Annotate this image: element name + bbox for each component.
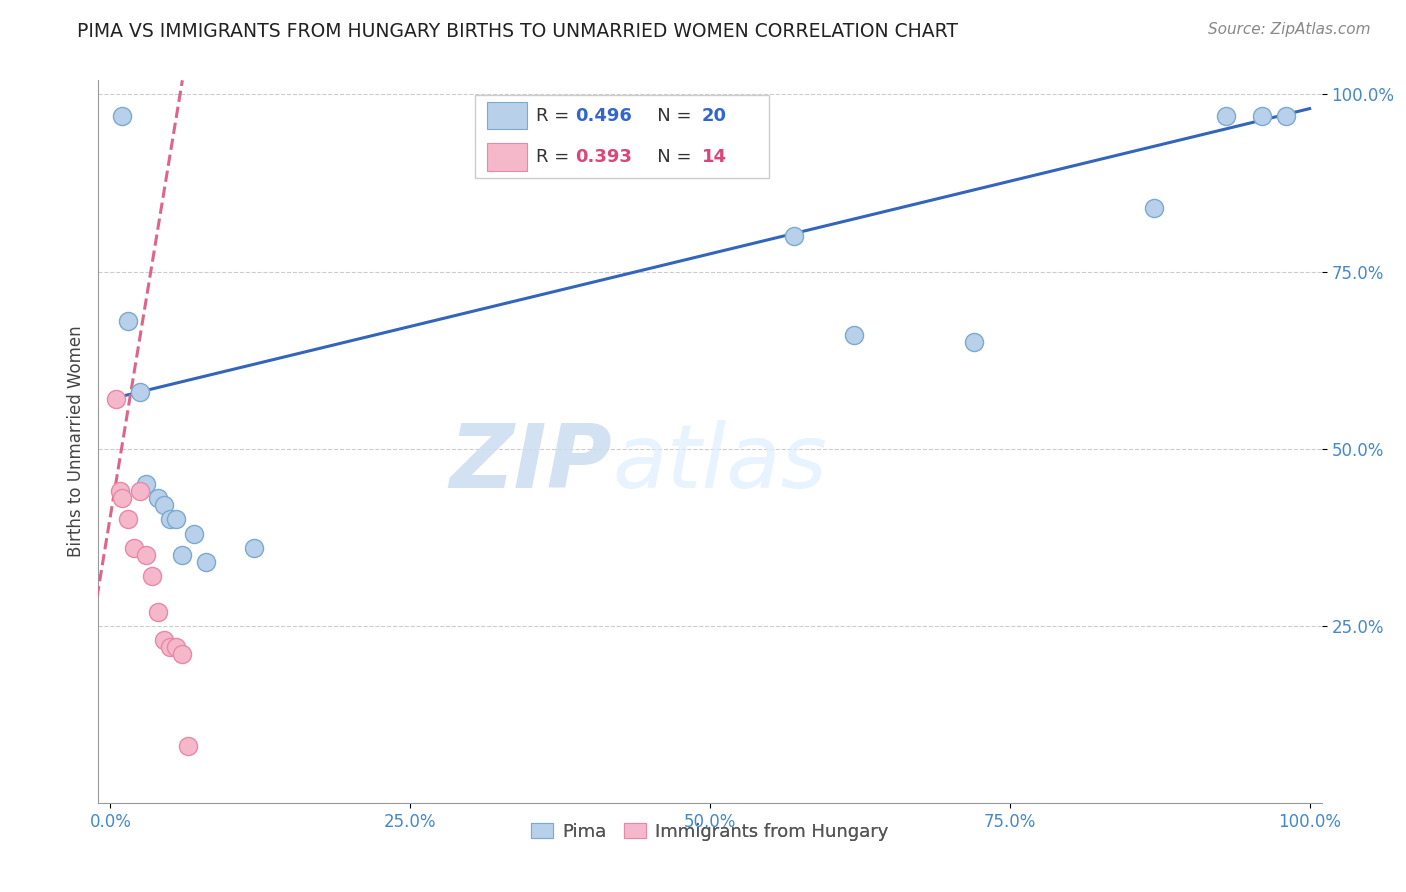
Point	[159, 640, 181, 654]
Point	[172, 647, 194, 661]
Text: 0.496: 0.496	[575, 106, 633, 125]
Text: N =: N =	[640, 106, 697, 125]
Bar	[488, 144, 526, 170]
Point	[165, 512, 187, 526]
Text: R =: R =	[536, 106, 575, 125]
Text: R =: R =	[536, 148, 575, 166]
Point	[963, 335, 986, 350]
Point	[117, 314, 139, 328]
Text: 20: 20	[702, 106, 727, 125]
Point	[148, 605, 170, 619]
Point	[141, 569, 163, 583]
Bar	[488, 102, 526, 129]
Point	[124, 541, 146, 555]
Point	[111, 491, 134, 506]
Text: N =: N =	[640, 148, 697, 166]
Point	[129, 384, 152, 399]
Point	[129, 484, 152, 499]
Point	[159, 512, 181, 526]
Point	[117, 512, 139, 526]
Text: PIMA VS IMMIGRANTS FROM HUNGARY BIRTHS TO UNMARRIED WOMEN CORRELATION CHART: PIMA VS IMMIGRANTS FROM HUNGARY BIRTHS T…	[77, 22, 959, 41]
Point	[195, 555, 218, 569]
Point	[153, 632, 176, 647]
Legend: Pima, Immigrants from Hungary: Pima, Immigrants from Hungary	[524, 815, 896, 848]
Point	[1215, 109, 1237, 123]
Point	[1143, 201, 1166, 215]
Text: 0.393: 0.393	[575, 148, 633, 166]
Point	[783, 229, 806, 244]
Point	[243, 541, 266, 555]
Point	[842, 328, 865, 343]
FancyBboxPatch shape	[475, 95, 769, 178]
Point	[105, 392, 128, 406]
Point	[183, 526, 205, 541]
Point	[177, 739, 200, 753]
Point	[108, 484, 131, 499]
Point	[135, 548, 157, 562]
Point	[165, 640, 187, 654]
Text: ZIP: ZIP	[450, 420, 612, 507]
Point	[148, 491, 170, 506]
Text: Source: ZipAtlas.com: Source: ZipAtlas.com	[1208, 22, 1371, 37]
Text: atlas: atlas	[612, 420, 827, 507]
Point	[1274, 109, 1296, 123]
Text: 14: 14	[702, 148, 727, 166]
Point	[111, 109, 134, 123]
Point	[135, 477, 157, 491]
Y-axis label: Births to Unmarried Women: Births to Unmarried Women	[66, 326, 84, 558]
Point	[172, 548, 194, 562]
Point	[1250, 109, 1272, 123]
Point	[153, 498, 176, 512]
